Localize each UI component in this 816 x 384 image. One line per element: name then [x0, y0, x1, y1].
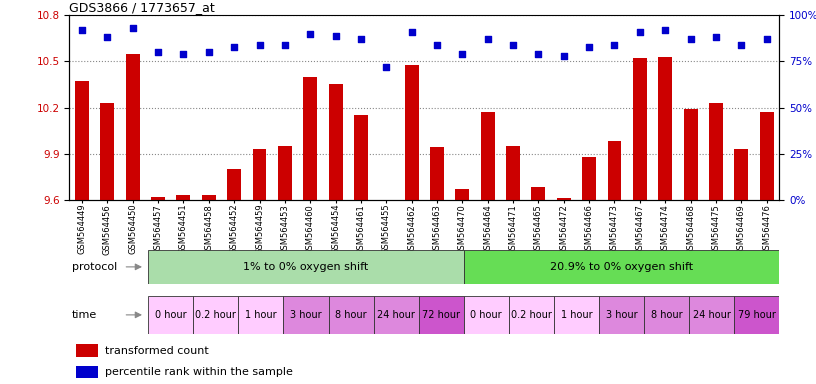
Point: [152, 49, 165, 55]
Point: [177, 51, 190, 57]
Bar: [531, 187, 545, 200]
Bar: [100, 103, 114, 200]
Text: 1 hour: 1 hour: [245, 310, 277, 320]
Bar: [329, 296, 374, 334]
Text: 79 hour: 79 hour: [738, 310, 776, 320]
Text: 1% to 0% oxygen shift: 1% to 0% oxygen shift: [243, 262, 369, 272]
Bar: [644, 296, 690, 334]
Bar: [430, 147, 444, 200]
Bar: [690, 296, 734, 334]
Bar: [149, 250, 463, 284]
Bar: [77, 344, 98, 357]
Bar: [374, 296, 419, 334]
Point: [633, 29, 646, 35]
Text: 20.9% to 0% oxygen shift: 20.9% to 0% oxygen shift: [550, 262, 693, 272]
Point: [583, 44, 596, 50]
Text: GDS3866 / 1773657_at: GDS3866 / 1773657_at: [69, 1, 215, 14]
Bar: [506, 146, 520, 200]
Point: [684, 36, 697, 42]
Bar: [193, 296, 238, 334]
Point: [734, 42, 747, 48]
Bar: [278, 146, 292, 200]
Bar: [684, 109, 698, 200]
Point: [405, 29, 418, 35]
Bar: [607, 141, 622, 200]
Point: [379, 64, 392, 70]
Bar: [126, 54, 140, 200]
Bar: [329, 84, 343, 200]
Bar: [455, 189, 469, 200]
Bar: [77, 366, 98, 379]
Point: [101, 35, 114, 41]
Text: 3 hour: 3 hour: [290, 310, 322, 320]
Bar: [151, 197, 165, 200]
Text: 1 hour: 1 hour: [561, 310, 592, 320]
Point: [126, 25, 140, 31]
Point: [709, 35, 722, 41]
Text: transformed count: transformed count: [104, 346, 209, 356]
Text: 0 hour: 0 hour: [471, 310, 502, 320]
Text: 8 hour: 8 hour: [335, 310, 367, 320]
Bar: [659, 57, 672, 200]
Bar: [557, 198, 570, 200]
Text: protocol: protocol: [72, 262, 117, 272]
Bar: [463, 250, 779, 284]
Bar: [734, 149, 748, 200]
Bar: [75, 81, 89, 200]
Point: [760, 36, 773, 42]
Point: [278, 42, 291, 48]
Point: [354, 36, 367, 42]
Point: [532, 51, 545, 57]
Text: percentile rank within the sample: percentile rank within the sample: [104, 367, 293, 377]
Point: [329, 33, 342, 39]
Text: 72 hour: 72 hour: [422, 310, 460, 320]
Bar: [760, 112, 774, 200]
Bar: [238, 296, 283, 334]
Bar: [554, 296, 599, 334]
Bar: [582, 157, 596, 200]
Bar: [202, 195, 215, 200]
Text: 3 hour: 3 hour: [605, 310, 637, 320]
Text: 24 hour: 24 hour: [377, 310, 415, 320]
Point: [228, 44, 241, 50]
Bar: [419, 296, 463, 334]
Bar: [304, 77, 317, 200]
Text: 24 hour: 24 hour: [693, 310, 730, 320]
Bar: [734, 296, 779, 334]
Point: [304, 31, 317, 37]
Bar: [709, 103, 723, 200]
Bar: [379, 200, 393, 269]
Point: [481, 36, 494, 42]
Bar: [509, 296, 554, 334]
Bar: [283, 296, 329, 334]
Bar: [405, 65, 419, 200]
Point: [431, 42, 444, 48]
Point: [507, 42, 520, 48]
Bar: [481, 112, 494, 200]
Text: 0.2 hour: 0.2 hour: [511, 310, 552, 320]
Bar: [149, 296, 193, 334]
Point: [253, 42, 266, 48]
Bar: [252, 149, 267, 200]
Bar: [176, 195, 190, 200]
Point: [456, 51, 469, 57]
Point: [557, 53, 570, 59]
Point: [202, 49, 215, 55]
Text: 0.2 hour: 0.2 hour: [195, 310, 237, 320]
Bar: [227, 169, 242, 200]
Bar: [463, 296, 509, 334]
Bar: [354, 115, 368, 200]
Point: [608, 42, 621, 48]
Bar: [599, 296, 644, 334]
Point: [76, 27, 89, 33]
Point: [659, 27, 672, 33]
Text: 0 hour: 0 hour: [155, 310, 187, 320]
Bar: [633, 58, 647, 200]
Text: 8 hour: 8 hour: [651, 310, 682, 320]
Text: time: time: [72, 310, 97, 320]
